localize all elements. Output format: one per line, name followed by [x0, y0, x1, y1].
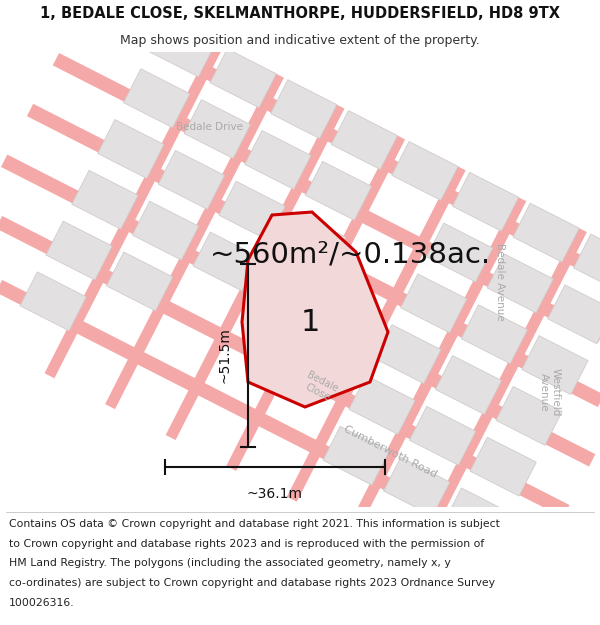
Polygon shape [496, 386, 562, 445]
Text: 1: 1 [301, 308, 320, 336]
Polygon shape [72, 171, 138, 229]
Polygon shape [487, 254, 553, 313]
Text: ~51.5m: ~51.5m [218, 327, 232, 383]
Polygon shape [149, 18, 215, 77]
Polygon shape [331, 111, 397, 169]
Polygon shape [98, 119, 164, 178]
Text: HM Land Registry. The polygons (including the associated geometry, namely x, y: HM Land Registry. The polygons (includin… [9, 559, 451, 569]
Text: co-ordinates) are subject to Crown copyright and database rights 2023 Ordnance S: co-ordinates) are subject to Crown copyr… [9, 578, 495, 588]
Polygon shape [20, 272, 86, 331]
Text: ~36.1m: ~36.1m [247, 487, 303, 501]
Polygon shape [323, 426, 389, 485]
Polygon shape [210, 49, 276, 108]
Polygon shape [574, 234, 600, 293]
Polygon shape [436, 356, 502, 414]
Polygon shape [107, 252, 173, 311]
Text: to Crown copyright and database rights 2023 and is reproduced with the permissio: to Crown copyright and database rights 2… [9, 539, 484, 549]
Polygon shape [124, 69, 190, 128]
Polygon shape [401, 274, 467, 332]
Polygon shape [427, 223, 493, 282]
Polygon shape [513, 203, 579, 262]
Polygon shape [305, 161, 371, 220]
Text: Westfield
Avenue: Westfield Avenue [539, 368, 561, 416]
Polygon shape [444, 488, 511, 547]
Polygon shape [461, 305, 527, 364]
Text: ~560m²/~0.138ac.: ~560m²/~0.138ac. [209, 240, 491, 268]
Text: Bedale
Close: Bedale Close [300, 370, 340, 404]
Polygon shape [375, 325, 441, 384]
Polygon shape [133, 201, 199, 260]
Polygon shape [383, 457, 450, 516]
Text: Bedale Drive: Bedale Drive [176, 122, 244, 132]
Polygon shape [522, 336, 588, 394]
Polygon shape [242, 212, 388, 407]
Text: Contains OS data © Crown copyright and database right 2021. This information is : Contains OS data © Crown copyright and d… [9, 519, 500, 529]
Polygon shape [219, 181, 285, 240]
Text: 1, BEDALE CLOSE, SKELMANTHORPE, HUDDERSFIELD, HD8 9TX: 1, BEDALE CLOSE, SKELMANTHORPE, HUDDERSF… [40, 6, 560, 21]
Polygon shape [392, 141, 458, 200]
Polygon shape [548, 285, 600, 344]
Text: 100026316.: 100026316. [9, 598, 74, 608]
Polygon shape [46, 221, 112, 280]
Text: Cumberwoth Road: Cumberwoth Road [342, 424, 438, 480]
Polygon shape [158, 151, 224, 209]
Text: Map shows position and indicative extent of the property.: Map shows position and indicative extent… [120, 34, 480, 47]
Polygon shape [193, 232, 259, 291]
Polygon shape [452, 173, 518, 231]
Polygon shape [271, 80, 337, 139]
Polygon shape [409, 406, 476, 465]
Polygon shape [245, 131, 311, 189]
Text: Bedale Avenue: Bedale Avenue [495, 243, 505, 321]
Polygon shape [184, 99, 250, 159]
Polygon shape [349, 376, 415, 434]
Polygon shape [280, 212, 346, 271]
Polygon shape [470, 438, 536, 496]
